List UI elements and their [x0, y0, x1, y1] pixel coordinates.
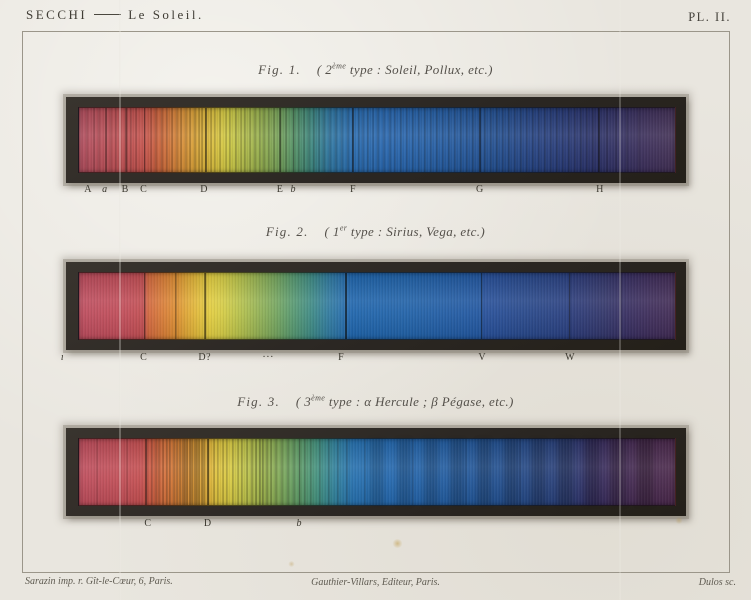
fig3-caption: Fig. 3. ( 3ème type : α Hercule ; β Pégas… [0, 394, 751, 410]
fig3-label: Fig. 3. [237, 394, 280, 410]
fig3-type-post: type : α Hercule ; β Pégase, etc.) [325, 394, 514, 410]
fig3-type-pre: ( 3 [295, 394, 312, 410]
fig1-label: Fig. 1. [258, 62, 301, 78]
plate-number: PL. II. [688, 10, 731, 24]
fig2-caption: Fig. 2. ( 1er type : Sirius, Vega, etc.) [0, 224, 751, 240]
fig1-type-sup: ème [332, 62, 347, 71]
plate-border [22, 31, 730, 573]
fig3-spectrum-frame [66, 428, 686, 516]
fig2-type-sup: er [339, 224, 348, 233]
fig1-caption: Fig. 1. ( 2ème type : Soleil, Pollux, etc… [0, 62, 751, 78]
fig2-spectrum-frame [66, 262, 686, 350]
fig2-spectrum-band [78, 272, 676, 340]
fig2-fraunhofer-letters: ı C D? ··· F V W [60, 352, 576, 363]
title-dash-rule [94, 14, 122, 16]
fig2-type-pre: ( 1 [324, 224, 340, 240]
fig1-type-post: type : Soleil, Pollux, etc.) [346, 62, 493, 78]
author-name: SECCHI [26, 7, 88, 22]
engraver-imprint: Dulos sc. [698, 577, 736, 588]
fig2-label: Fig. 2. [265, 224, 309, 240]
header-author-title: SECCHI Le Soleil. [26, 7, 204, 23]
fig1-spectrum-frame [66, 97, 686, 183]
fig1-spectrum-band [78, 107, 676, 173]
fig1-type-pre: ( 2 [316, 62, 333, 78]
fig3-type-sup: ème [311, 394, 326, 403]
fig3-spectrum-band [78, 438, 676, 506]
work-title: Le Soleil. [128, 7, 204, 22]
publisher-imprint: Gauthier-Villars, Editeur, Paris. [311, 577, 440, 588]
printer-imprint: Sarazin imp. r. Gît-le-Cœur, 6, Paris. [25, 576, 173, 587]
fig2-type-post: type : Sirius, Vega, etc.) [347, 224, 486, 240]
